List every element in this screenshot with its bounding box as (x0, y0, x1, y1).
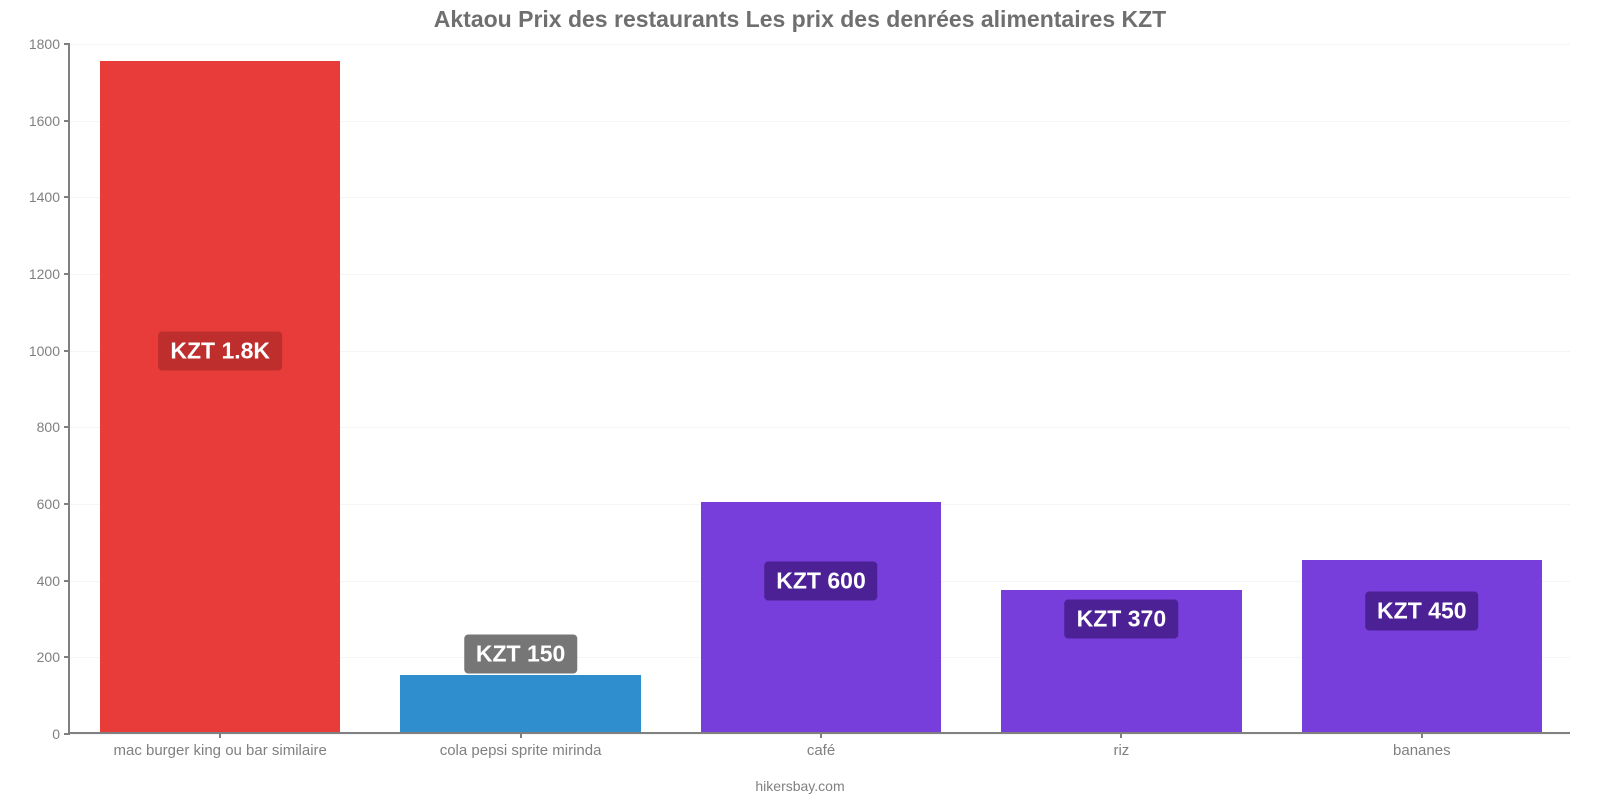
value-badge: KZT 1.8K (158, 331, 282, 370)
ytick-label: 200 (37, 649, 70, 665)
chart-container: Aktaou Prix des restaurants Les prix des… (0, 0, 1600, 800)
ytick-label: 800 (37, 419, 70, 435)
ytick-label: 400 (37, 573, 70, 589)
value-badge: KZT 600 (764, 561, 877, 600)
value-badge: KZT 150 (464, 634, 577, 673)
chart-title: Aktaou Prix des restaurants Les prix des… (0, 0, 1600, 33)
plot-area: 020040060080010001200140016001800mac bur… (68, 44, 1570, 734)
xtick-label: bananes (1393, 732, 1451, 759)
ytick-label: 1200 (29, 266, 70, 282)
value-badge: KZT 450 (1365, 592, 1478, 631)
ytick-label: 1600 (29, 113, 70, 129)
ytick-label: 1000 (29, 343, 70, 359)
ytick-label: 0 (52, 726, 70, 742)
source-label: hikersbay.com (0, 778, 1600, 794)
ytick-label: 1800 (29, 36, 70, 52)
gridline (70, 44, 1570, 45)
value-badge: KZT 370 (1065, 600, 1178, 639)
xtick-label: riz (1113, 732, 1129, 759)
bar (701, 502, 941, 732)
xtick-label: café (807, 732, 835, 759)
xtick-label: mac burger king ou bar similaire (113, 732, 326, 759)
bar (1302, 560, 1542, 733)
ytick-label: 600 (37, 496, 70, 512)
xtick-label: cola pepsi sprite mirinda (440, 732, 602, 759)
bar (400, 675, 640, 733)
ytick-label: 1400 (29, 189, 70, 205)
bar (100, 61, 340, 732)
